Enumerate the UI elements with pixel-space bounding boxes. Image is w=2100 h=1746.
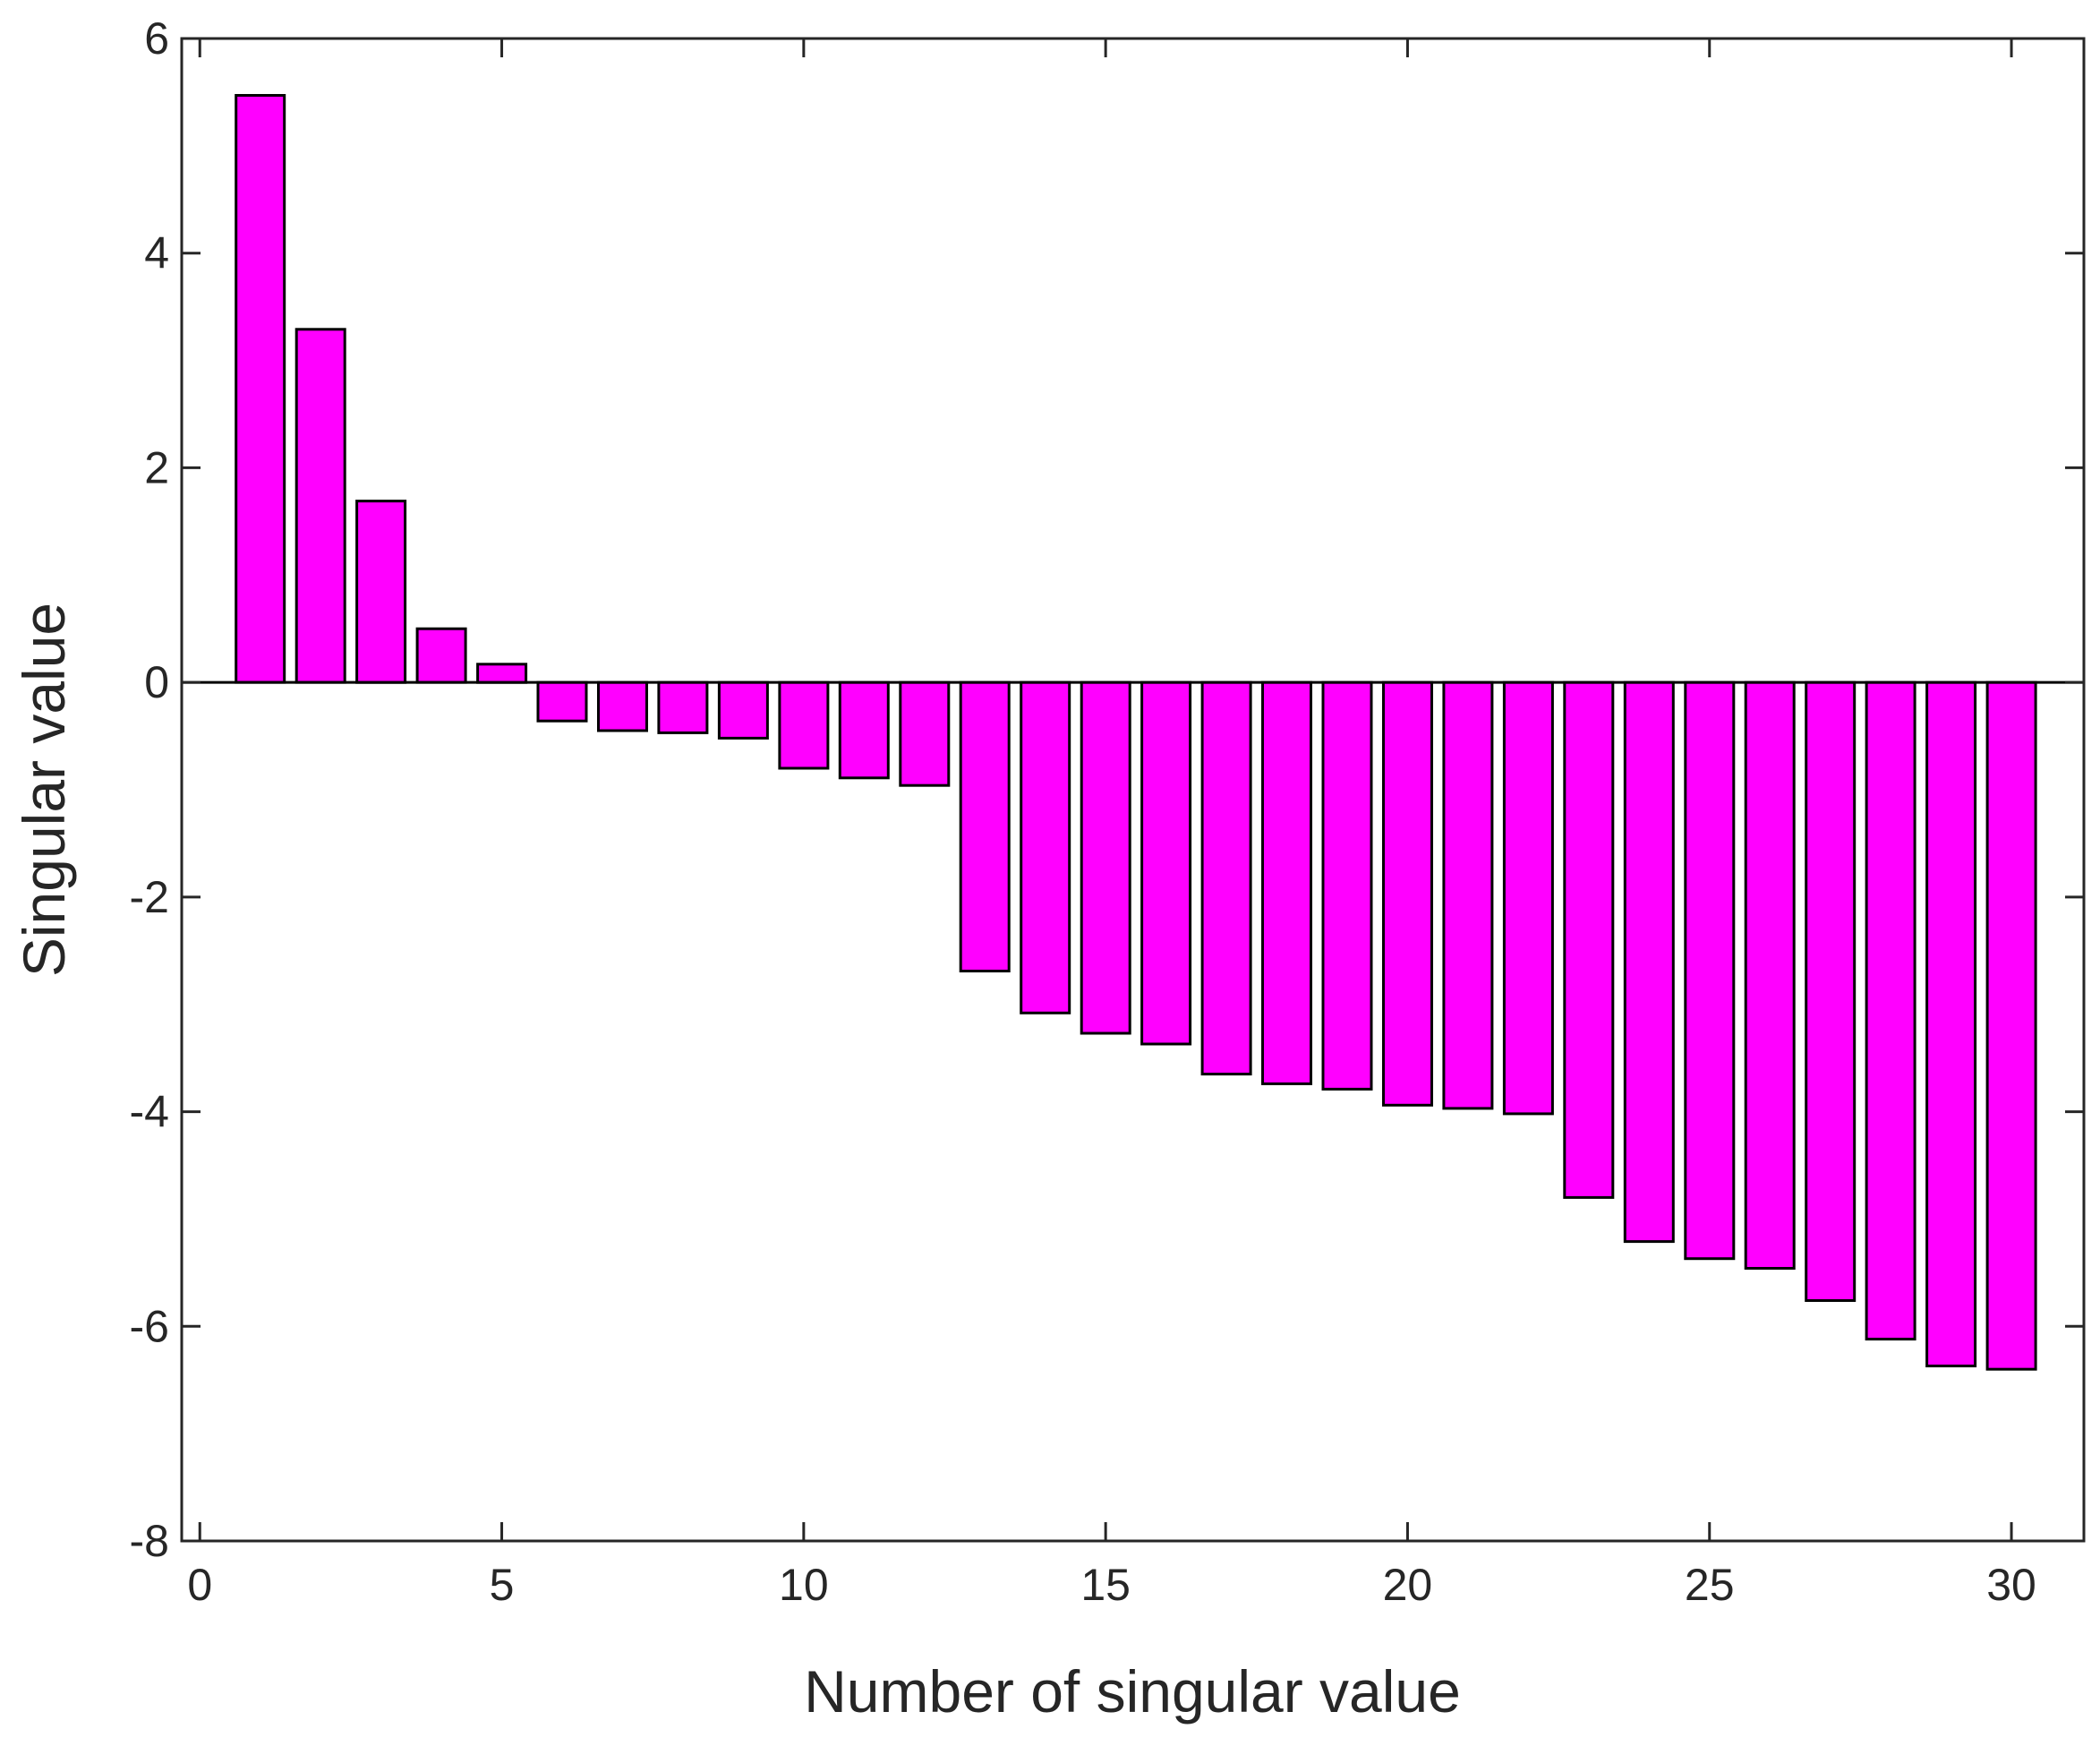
bar-23 [1563,680,1615,1199]
plot-area [182,39,2084,1541]
y-axis-title: Singular value [11,603,77,977]
bar-3 [355,500,407,684]
bar-27 [1805,680,1857,1302]
bar-12 [899,680,951,787]
y-tick-label: 2 [144,442,169,492]
bars-group [235,94,2037,1371]
bar-29 [1925,680,1977,1368]
x-tick-label: 15 [1080,1560,1131,1610]
bar-30 [1985,680,2037,1371]
bar-22 [1502,680,1554,1116]
bar-8 [657,680,709,734]
y-tick-label: 0 [144,657,169,707]
x-tick-label: 10 [779,1560,829,1610]
bar-17 [1200,680,1252,1076]
bar-28 [1865,680,1916,1341]
plot-frame [180,37,2086,1543]
bar-7 [597,680,648,732]
bar-14 [1020,680,1071,1014]
bar-18 [1261,680,1312,1085]
y-tick-label: -6 [130,1301,169,1351]
axis-ticks-group: 0 5 10 15 20 25 30 -8 -6 -4 -2 0 2 4 6 [130,13,2084,1610]
bar-5 [476,663,528,684]
bar-19 [1321,680,1373,1091]
y-tick-label: 4 [144,228,169,278]
bar-6 [536,680,588,723]
x-tick-label: 20 [1383,1560,1433,1610]
x-axis-title: Number of singular value [804,1658,1461,1725]
bar-25 [1684,680,1736,1261]
x-tick-label: 5 [490,1560,515,1610]
x-tick-label: 30 [1986,1560,2036,1610]
bar-15 [1080,680,1131,1035]
bar-20 [1382,680,1433,1107]
bar-4 [415,627,467,684]
x-tick-label: 25 [1685,1560,1735,1610]
bar-9 [717,680,769,740]
bar-26 [1744,680,1796,1270]
bar-10 [778,680,830,770]
y-tick-label: -8 [130,1516,169,1566]
bar-21 [1442,680,1494,1110]
bar-24 [1623,680,1675,1244]
bar-16 [1140,680,1192,1046]
bar-1 [235,94,286,684]
bar-13 [959,680,1011,972]
bar-2 [295,328,346,684]
x-tick-label: 0 [187,1560,212,1610]
bar-11 [838,680,890,780]
y-tick-label: -4 [130,1087,169,1137]
y-tick-label: 6 [144,13,169,64]
y-tick-label: -2 [130,872,169,922]
